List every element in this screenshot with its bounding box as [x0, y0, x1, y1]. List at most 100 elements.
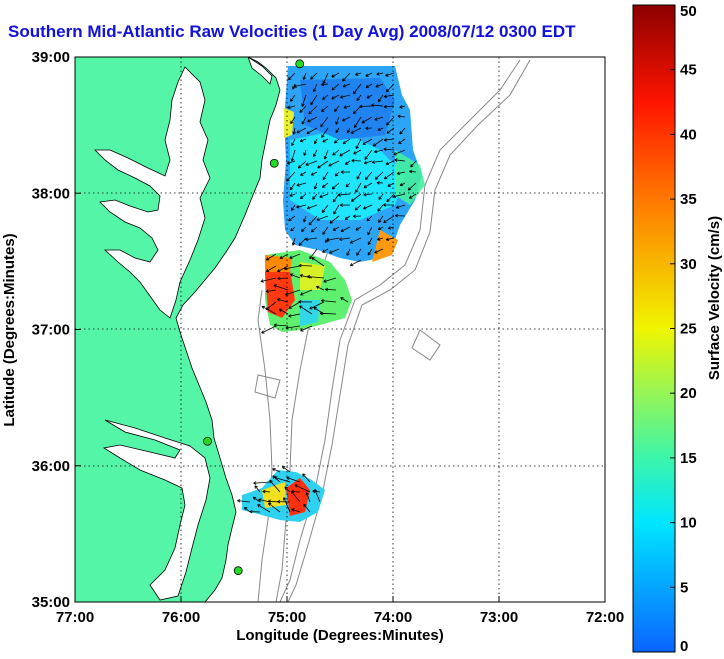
velocity-arrow	[315, 285, 325, 291]
y-tick-label: 37:00	[32, 322, 70, 339]
velocity-arrow	[249, 509, 261, 514]
velocity-arrow	[376, 72, 384, 76]
velocity-arrow	[408, 193, 417, 199]
station-markers	[203, 59, 305, 576]
velocity-zone-hot	[265, 270, 295, 318]
velocity-arrow	[364, 149, 373, 160]
velocity-arrow	[339, 237, 351, 241]
velocity-arrow	[355, 226, 362, 231]
velocity-arrow	[361, 116, 373, 124]
velocity-arrow	[289, 253, 301, 259]
velocity-arrow	[334, 171, 340, 177]
velocity-arrow	[305, 492, 311, 503]
velocity-arrow	[279, 253, 289, 259]
velocity-arrow	[340, 170, 351, 174]
y-tick-label: 35:00	[32, 594, 70, 611]
velocity-arrow	[303, 215, 307, 223]
velocity-arrow	[342, 138, 351, 145]
velocity-arrow	[410, 160, 417, 168]
velocity-arrow	[303, 149, 307, 156]
velocity-arrow	[272, 468, 281, 473]
velocity-arrow	[292, 127, 296, 135]
velocity-zone-blue	[300, 78, 395, 140]
velocity-arrow	[314, 489, 321, 503]
colorbar-tick-label: 35	[680, 191, 697, 208]
velocity-arrow	[333, 204, 340, 215]
velocity-arrow	[323, 277, 337, 283]
velocity-arrow	[262, 489, 271, 494]
velocity-arrow	[260, 277, 277, 283]
velocity-arrow	[399, 182, 406, 186]
velocity-arrow	[364, 171, 373, 180]
colorbar-tick-label: 15	[680, 450, 697, 467]
velocity-arrow	[283, 497, 291, 513]
velocity-arrow	[378, 215, 384, 223]
velocity-arrow	[288, 72, 296, 81]
velocity-arrow	[300, 289, 313, 296]
velocity-arrow	[257, 504, 271, 513]
velocity-arrow	[305, 237, 318, 242]
velocity-arrows	[237, 72, 417, 514]
velocity-arrow	[269, 479, 281, 493]
velocity-arrow	[321, 127, 329, 138]
velocity-arrow	[310, 171, 318, 176]
velocity-arrow	[383, 104, 395, 109]
velocity-arrow	[253, 481, 271, 485]
velocity-zone-mid-yellow	[300, 262, 325, 290]
velocity-arrow	[319, 193, 329, 198]
velocity-arrow	[276, 298, 289, 303]
velocity-arrow	[367, 226, 373, 236]
colorbar-tick-label: 5	[680, 579, 688, 596]
velocity-arrow	[286, 476, 301, 483]
velocity-arrow	[383, 138, 395, 142]
velocity-arrow	[313, 307, 325, 315]
x-axis-label: Longitude (Degrees:Minutes)	[236, 627, 444, 644]
velocity-arrow	[302, 473, 311, 483]
velocity-arrow	[290, 490, 301, 503]
velocity-arrow	[367, 248, 373, 256]
velocity-arrow	[371, 160, 384, 164]
velocity-arrow	[301, 226, 307, 232]
velocity-arrow	[349, 237, 362, 244]
velocity-arrow	[298, 263, 313, 268]
velocity-arrow	[299, 274, 313, 279]
velocity-arrow	[334, 105, 340, 112]
velocity-arrow	[337, 193, 351, 197]
velocity-arrow	[385, 72, 395, 77]
velocity-arrow	[299, 105, 307, 113]
velocity-arrow	[291, 204, 296, 211]
velocity-arrow	[268, 502, 281, 513]
velocity-arrow	[377, 127, 384, 131]
velocity-arrow	[281, 466, 291, 473]
velocity-arrow	[322, 171, 329, 181]
velocity-arrow	[335, 127, 340, 134]
velocity-arrow	[320, 299, 337, 303]
velocity-arrow	[317, 160, 329, 169]
velocity-arrow	[285, 289, 301, 296]
velocity-arrow	[399, 105, 406, 109]
velocity-arrow	[340, 203, 351, 207]
velocity-arrow	[313, 149, 318, 158]
velocity-arrow	[314, 138, 318, 145]
station-marker	[233, 566, 243, 576]
velocity-arrow	[296, 127, 307, 134]
colorbar-tick-label: 50	[680, 3, 697, 20]
velocity-arrow	[344, 215, 351, 220]
colorbar-tick-label: 0	[680, 638, 688, 655]
velocity-arrow	[352, 214, 362, 219]
velocity-arrow	[394, 158, 406, 162]
velocity-arrow	[383, 203, 395, 207]
velocity-arrow	[356, 248, 362, 256]
velocity-arrow	[299, 305, 313, 315]
velocity-arrow	[321, 204, 329, 213]
velocity-arrow	[290, 94, 296, 102]
velocity-arrow	[243, 507, 251, 513]
velocity-arrow	[365, 72, 373, 77]
velocity-arrow	[261, 305, 277, 315]
velocity-arrow	[395, 204, 406, 209]
velocity-arrow	[339, 94, 351, 99]
velocity-arrow	[355, 72, 362, 76]
velocity-arrow	[316, 215, 329, 221]
velocity-arrow	[298, 300, 313, 304]
velocity-arrow	[319, 311, 337, 316]
